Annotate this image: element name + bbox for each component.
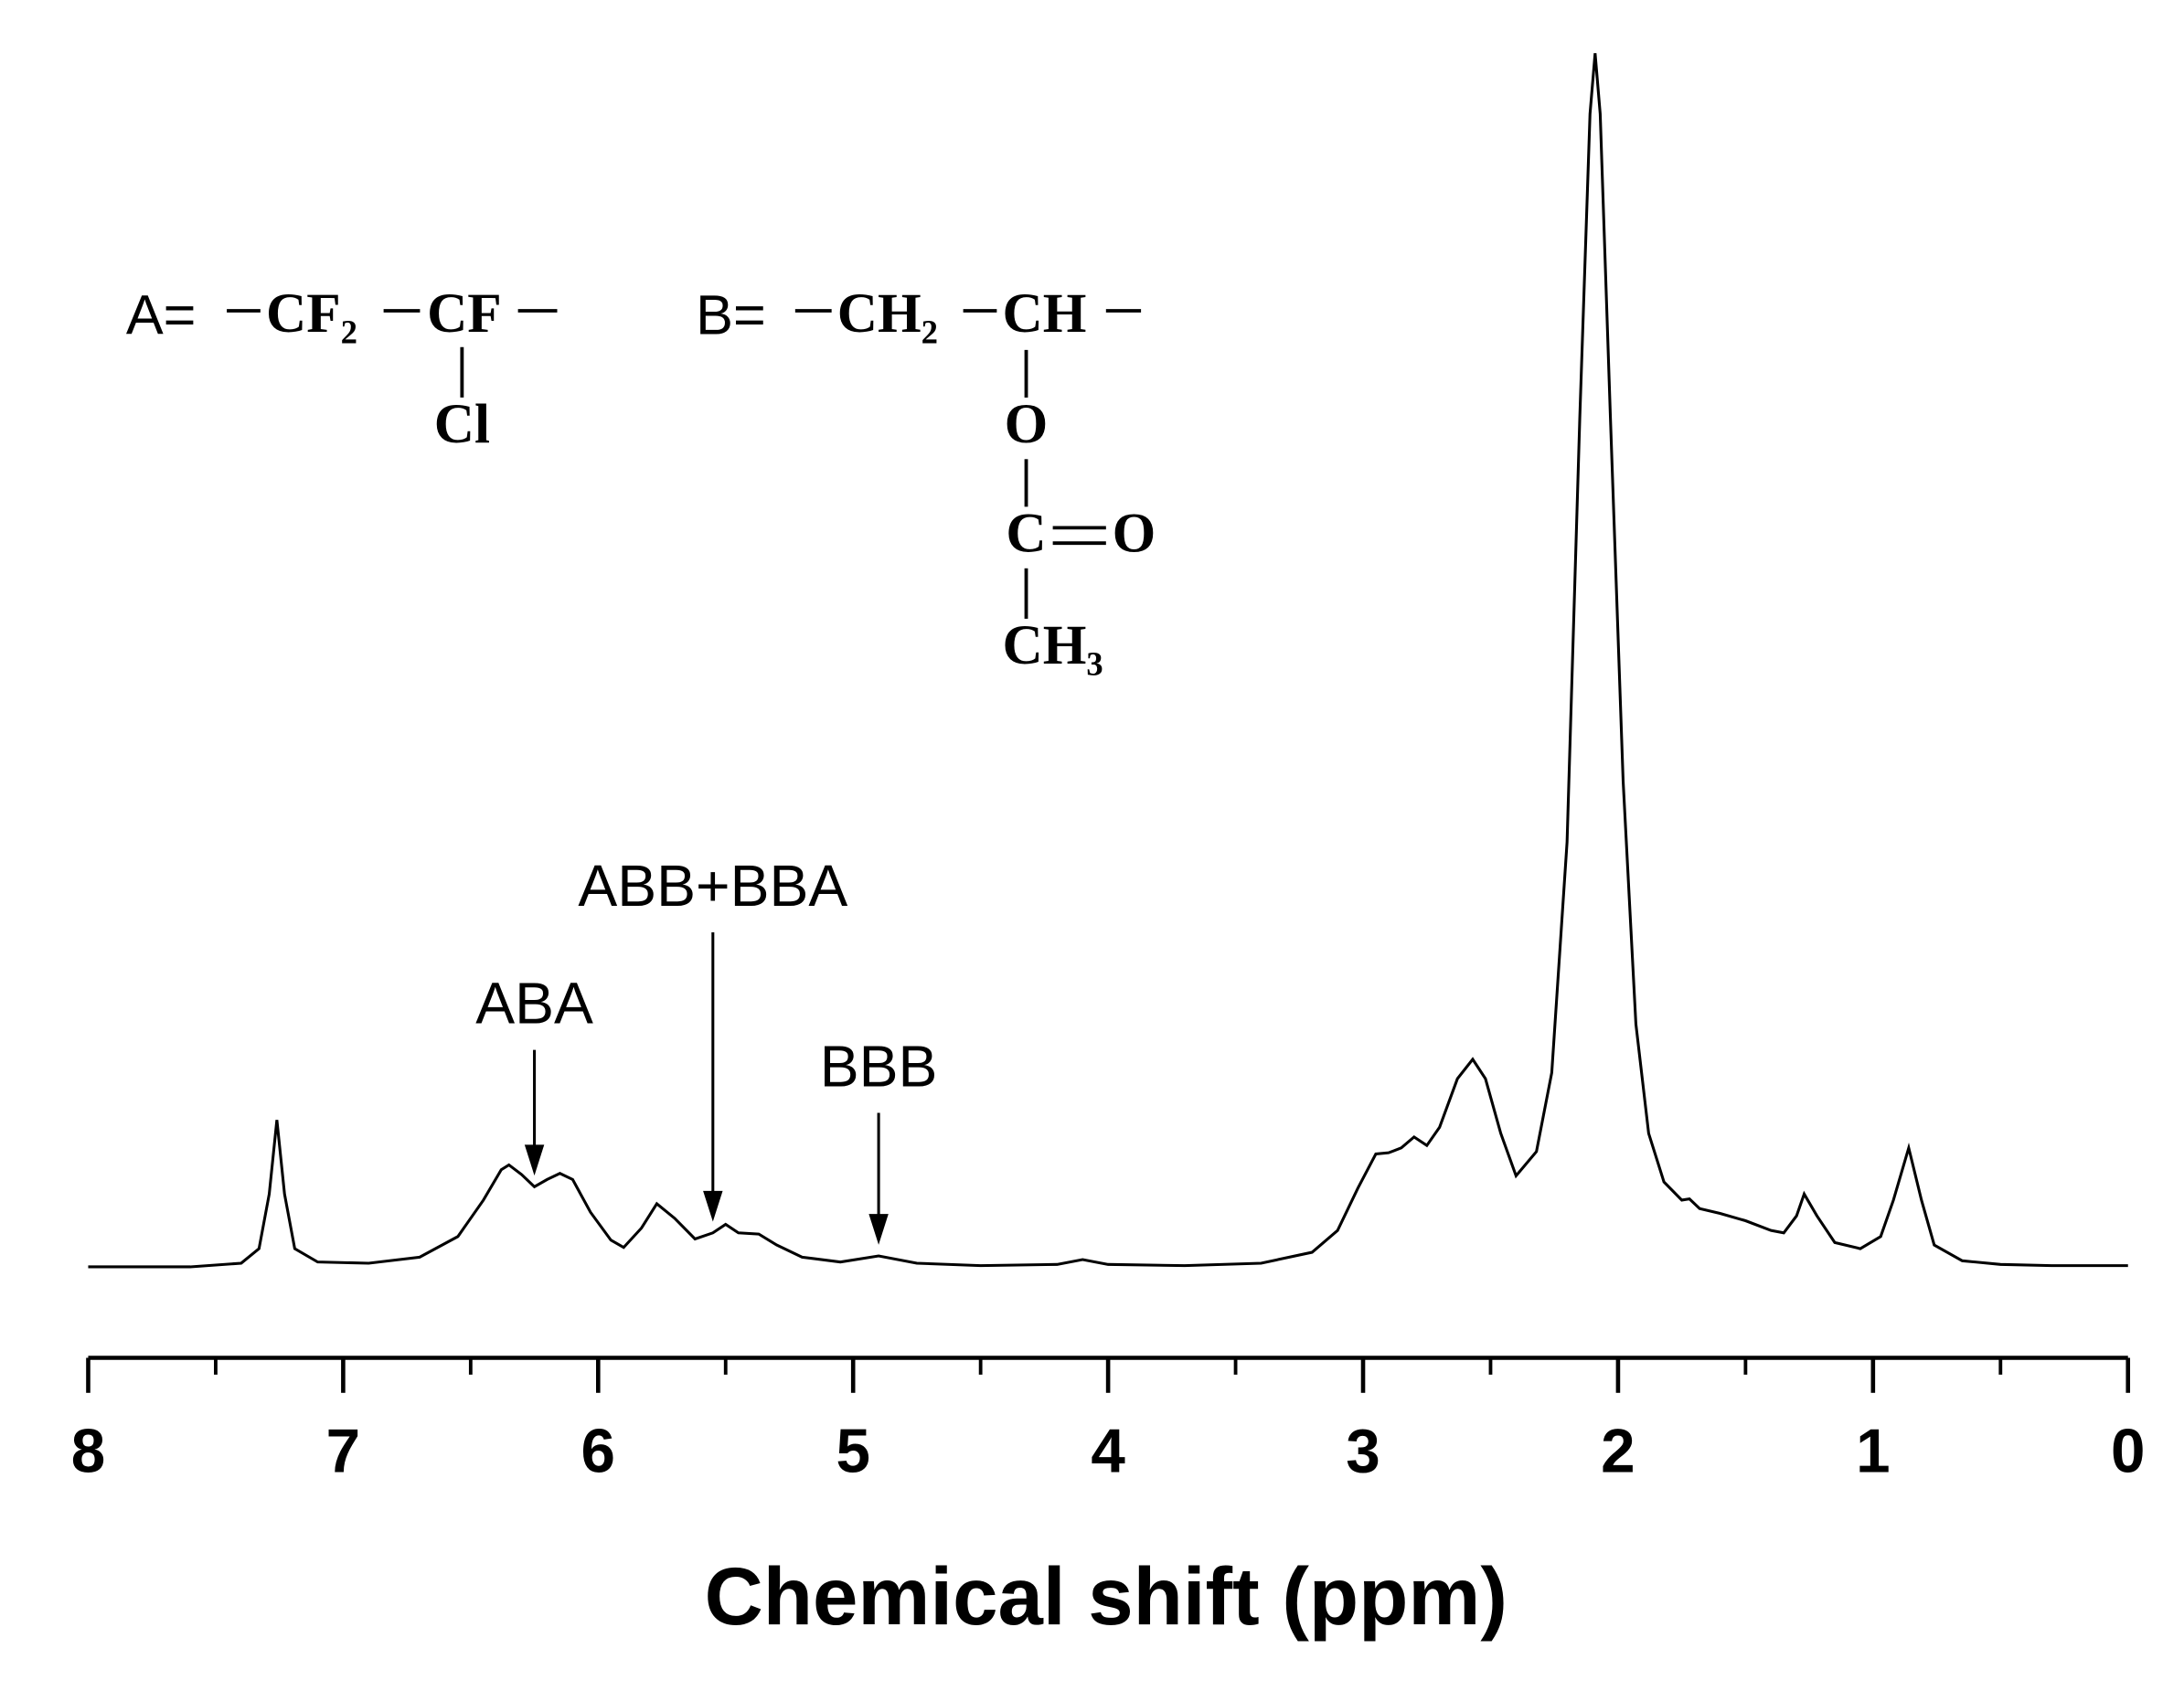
structure-label: A= [126, 283, 197, 346]
x-tick-label: 4 [1091, 1418, 1125, 1486]
annotation-label: ABA [475, 971, 593, 1037]
x-tick-label: 2 [1601, 1418, 1635, 1486]
structure-a: A= CF₂ CF Cl [126, 282, 558, 455]
x-tick-label: 3 [1346, 1418, 1380, 1486]
annotation-label: ABB+BBA [578, 853, 847, 919]
group: CH [1002, 282, 1086, 345]
chain-atom: CH₃ [1002, 614, 1103, 676]
annotation-label: BBB [820, 1034, 938, 1100]
group: CF₂ [266, 282, 357, 345]
substituent: Cl [434, 393, 490, 455]
x-tick-label: 8 [71, 1418, 105, 1486]
chain-atom: C [1006, 503, 1046, 565]
x-tick-label: 0 [2111, 1418, 2145, 1486]
chain-atom: O [1005, 393, 1049, 455]
structure-label: B= [696, 283, 766, 346]
x-axis-label: Chemical shift (ppm) [705, 1551, 1507, 1642]
x-tick-label: 7 [326, 1418, 360, 1486]
x-tick-label: 6 [581, 1418, 615, 1486]
group: CF [427, 282, 502, 345]
x-tick-label: 5 [836, 1418, 869, 1486]
group: CH₂ [837, 282, 938, 345]
arrow-head [703, 1190, 723, 1222]
x-tick-label: 1 [1856, 1418, 1890, 1486]
arrow-head [524, 1144, 545, 1176]
spectrum-line [88, 53, 2128, 1269]
carbonyl: O [1113, 503, 1156, 565]
arrow-head [868, 1214, 889, 1245]
structure-b: B= CH₂ CH O C O CH₃ [696, 282, 1156, 676]
